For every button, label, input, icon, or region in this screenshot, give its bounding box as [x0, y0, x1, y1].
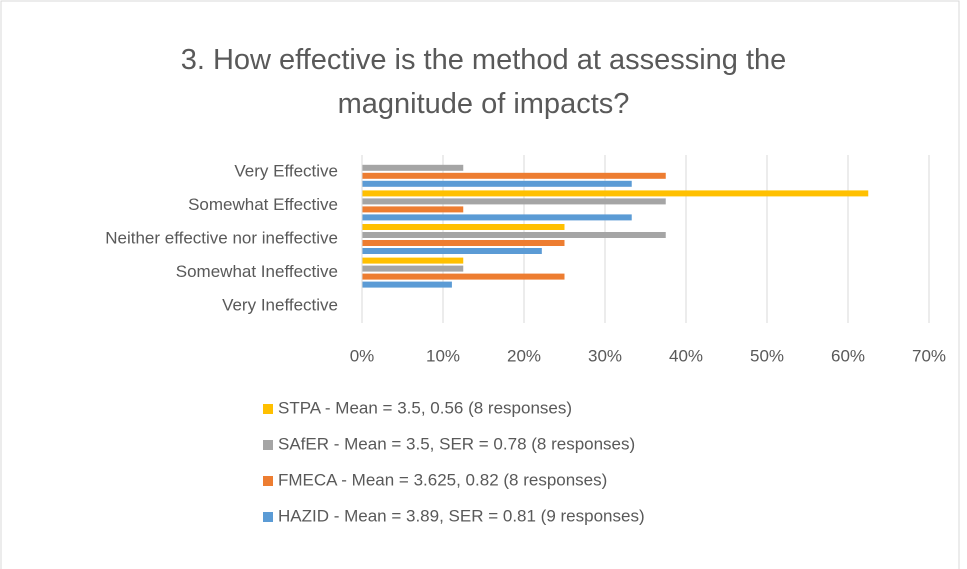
- x-tick-label: 30%: [588, 346, 622, 365]
- chart-title: 3. How effective is the method at assess…: [180, 44, 787, 120]
- bar: [362, 240, 565, 246]
- x-tick-label: 60%: [831, 346, 865, 365]
- legend-label: HAZID - Mean = 3.89, SER = 0.81 (9 respo…: [278, 506, 645, 525]
- bar: [362, 273, 565, 280]
- y-tick-label: Neither effective nor ineffective: [105, 228, 338, 247]
- x-tick-label: 50%: [750, 346, 784, 365]
- legend-swatch: [263, 512, 273, 522]
- x-tick-label: 10%: [426, 346, 460, 365]
- y-tick-label: Somewhat Ineffective: [176, 262, 338, 281]
- legend-label: FMECA - Mean = 3.625, 0.82 (8 responses): [278, 470, 607, 489]
- x-tick-label: 70%: [912, 346, 946, 365]
- x-tick-label: 0%: [350, 346, 375, 365]
- legend-swatch: [263, 404, 273, 414]
- bar: [362, 265, 464, 272]
- legend-swatch: [263, 476, 273, 486]
- bar: [362, 232, 666, 238]
- bar: [362, 206, 464, 213]
- y-tick-label: Very Effective: [234, 161, 338, 180]
- bar: [362, 224, 565, 230]
- bar: [362, 180, 632, 187]
- x-tick-label: 20%: [507, 346, 541, 365]
- bar: [362, 214, 632, 221]
- bar: [362, 172, 666, 179]
- legend-label: STPA - Mean = 3.5, 0.56 (8 responses): [278, 398, 572, 417]
- y-tick-label: Somewhat Effective: [188, 195, 338, 214]
- bar: [362, 257, 464, 264]
- y-tick-label: Very Ineffective: [222, 296, 338, 315]
- x-tick-label: 40%: [669, 346, 703, 365]
- bar: [362, 164, 464, 171]
- bar: [362, 198, 666, 205]
- bar: [362, 281, 452, 288]
- legend-label: SAfER - Mean = 3.5, SER = 0.78 (8 respon…: [278, 434, 635, 453]
- legend-swatch: [263, 440, 273, 450]
- bar: [362, 248, 542, 254]
- bar: [362, 190, 869, 197]
